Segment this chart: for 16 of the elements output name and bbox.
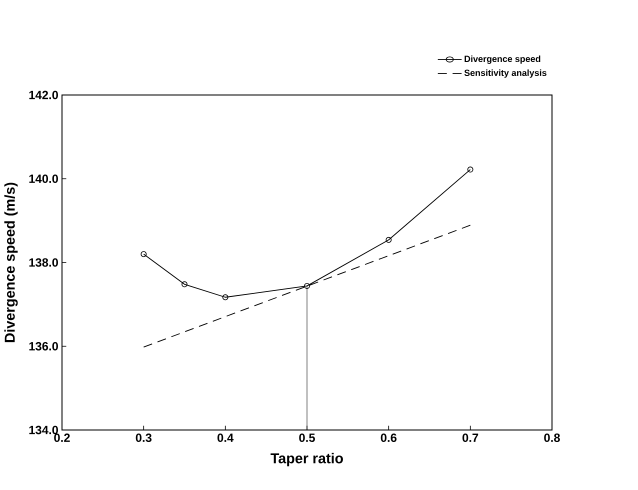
x-tick-label: 0.5: [299, 434, 315, 442]
x-tick-label: 0.7: [462, 434, 478, 442]
x-tick-label: 0.4: [217, 434, 234, 442]
y-tick-label: 138.0: [29, 258, 58, 267]
y-tick-label: 140.0: [29, 174, 58, 183]
legend-label: Divergence speed: [464, 55, 540, 64]
y-tick-label: 136.0: [29, 342, 58, 350]
legend-label: Sensitivity analysis: [464, 69, 546, 78]
y-tick-label: 134.0: [29, 426, 58, 434]
x-tick-label: 0.8: [544, 434, 560, 442]
x-tick-label: 0.3: [136, 434, 152, 442]
x-axis-title: Taper ratio: [270, 452, 343, 466]
x-tick-label: 0.2: [54, 434, 70, 442]
y-axis-title: Divergence speed (m/s): [4, 182, 18, 342]
y-tick-label: 142.0: [29, 90, 58, 100]
x-tick-label: 0.6: [380, 434, 397, 442]
